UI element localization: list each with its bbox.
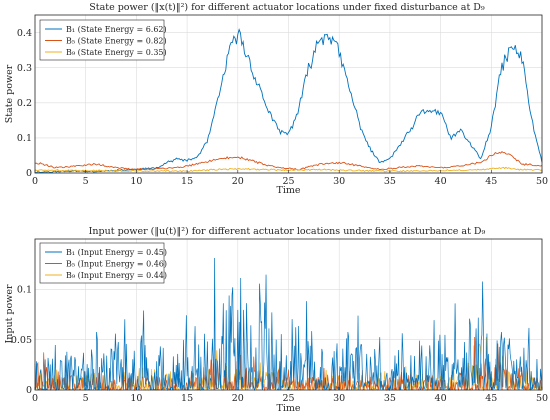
- input-power-x-ticks: 0 5 10 15 20 25 30 35 40 45 50: [32, 387, 548, 404]
- state-power-ytick-label: 0.2: [17, 98, 32, 109]
- input-power-legend-label: B₉ (Input Energy = 0.44): [66, 271, 167, 280]
- state-power-xtick-label: 5: [83, 176, 89, 187]
- state-power-legend-label: B₁ (State Energy = 6.62): [66, 25, 167, 34]
- input-power-xtick-label: 5: [83, 393, 89, 404]
- state-power-xtick-label: 10: [130, 176, 142, 187]
- input-power-panel: Input power (‖u(t)‖²) for different actu…: [4, 226, 548, 414]
- state-power-xtick-label: 25: [282, 176, 294, 187]
- state-power-legend-label: B₅ (State Energy = 0.82): [66, 37, 167, 46]
- input-power-xtick-label: 45: [485, 393, 497, 404]
- state-power-ylabel: State power: [4, 64, 15, 123]
- input-power-xtick-label: 50: [536, 393, 548, 404]
- state-power-legend: B₁ (State Energy = 6.62) B₅ (State Energy…: [39, 19, 167, 61]
- input-power-xtick-label: 20: [232, 393, 244, 404]
- input-power-legend-label: B₅ (Input Energy = 0.46): [66, 260, 167, 269]
- state-power-xtick-label: 0: [32, 176, 38, 187]
- state-power-x-ticks: 0 5 10 15 20 25 30 35 40 45 50: [32, 170, 548, 187]
- input-power-xtick-label: 15: [181, 393, 193, 404]
- state-power-y-ticks: 0 0.1 0.2 0.3 0.4: [17, 28, 32, 179]
- state-power-ytick-label: 0.3: [17, 63, 32, 74]
- state-power-xtick-label: 20: [232, 176, 244, 187]
- state-power-ytick-label: 0.1: [17, 133, 32, 144]
- state-power-title: State power (‖x(t)‖²) for different actu…: [89, 2, 485, 13]
- state-power-panel: State power (‖x(t)‖²) for different actu…: [4, 2, 548, 196]
- state-power-xtick-label: 45: [485, 176, 497, 187]
- state-power-legend-label: B₉ (State Energy = 0.35): [66, 48, 167, 57]
- input-power-xtick-label: 40: [435, 393, 447, 404]
- input-power-title: Input power (‖u(t)‖²) for different actu…: [89, 226, 486, 237]
- input-power-xtick-label: 35: [384, 393, 396, 404]
- input-power-ylabel: Input power: [4, 284, 15, 343]
- state-power-ytick-label: 0.4: [17, 28, 32, 39]
- input-power-xtick-label: 10: [130, 393, 142, 404]
- state-power-xtick-label: 15: [181, 176, 193, 187]
- input-power-legend-label: B₁ (Input Energy = 0.45): [66, 248, 167, 257]
- state-power-ytick-label: 0: [26, 168, 32, 179]
- state-power-xtick-label: 35: [384, 176, 396, 187]
- input-power-xtick-label: 30: [333, 393, 345, 404]
- state-power-series-line-2: [34, 151, 543, 171]
- input-power-xtick-label: 25: [282, 393, 294, 404]
- state-power-xtick-label: 40: [435, 176, 447, 187]
- input-power-series-line-2: [34, 336, 543, 392]
- state-power-xtick-label: 30: [333, 176, 345, 187]
- input-power-xlabel: Time: [276, 403, 300, 414]
- input-power-ytick-label: 0.1: [17, 285, 32, 296]
- input-power-ytick-label: 0.05: [11, 335, 32, 346]
- input-power-xtick-label: 0: [32, 393, 38, 404]
- input-power-y-ticks: 0 0.05 0.1: [11, 285, 32, 397]
- state-power-xlabel: Time: [276, 185, 300, 196]
- state-power-xtick-label: 50: [536, 176, 548, 187]
- input-power-ytick-label: 0: [26, 385, 32, 396]
- input-power-legend: B₁ (Input Energy = 0.45) B₅ (Input Energy…: [39, 242, 167, 284]
